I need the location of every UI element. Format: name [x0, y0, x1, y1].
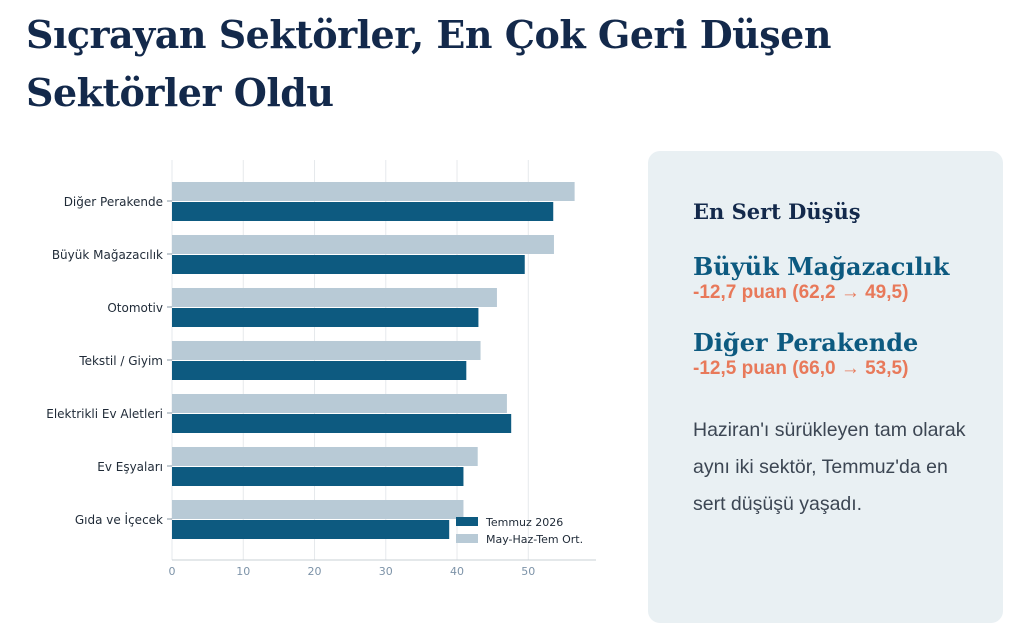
bar-average [172, 235, 554, 254]
category-label: Ev Eşyaları [97, 460, 163, 474]
category-label: Diğer Perakende [64, 195, 163, 209]
x-tick-label: 50 [521, 565, 535, 578]
legend-swatch-current [456, 517, 478, 526]
card-heading: En Sert Düşüş [693, 199, 861, 224]
page-title: Sıçrayan Sektörler, En Çok Geri Düşen Se… [26, 12, 831, 115]
drop-item: Büyük Mağazacılık -12,7 puan (62,2 → 49,… [693, 252, 983, 304]
drop-sector-name: Büyük Mağazacılık [693, 252, 950, 281]
bar-current [172, 361, 467, 380]
x-tick-label: 10 [236, 565, 250, 578]
bar-average [172, 288, 497, 307]
bar-current [172, 414, 512, 433]
bar-current [172, 255, 525, 274]
bar-average [172, 341, 481, 360]
bar-current [172, 467, 464, 486]
bar-average [172, 182, 575, 201]
x-tick-label: 40 [450, 565, 464, 578]
bar-current [172, 308, 479, 327]
x-tick-label: 0 [169, 565, 176, 578]
legend-label-average: May-Haz-Tem Ort. [486, 533, 583, 546]
legend-label-current: Temmuz 2026 [485, 516, 563, 529]
drop-sector-name: Diğer Perakende [693, 328, 919, 357]
legend-swatch-average [456, 534, 478, 543]
drop-item: Diğer Perakende -12,5 puan (66,0 → 53,5) [693, 328, 983, 380]
card-description: Haziran'ı sürükleyen tam olarak aynı iki… [693, 419, 966, 515]
bar-average [172, 394, 507, 413]
category-label: Gıda ve İçecek [75, 512, 163, 527]
category-label: Elektrikli Ev Aletleri [46, 407, 163, 421]
bar-average [172, 447, 478, 466]
x-tick-label: 20 [308, 565, 322, 578]
category-label: Tekstil / Giyim [78, 354, 163, 368]
drop-change-value: -12,7 puan (62,2 → 49,5) [693, 282, 909, 303]
bar-average [172, 500, 464, 519]
category-label: Büyük Mağazacılık [52, 248, 163, 262]
drop-change-value: -12,5 puan (66,0 → 53,5) [693, 358, 909, 379]
bar-chart: Diğer Perakende Büyük Mağazacılık Otomotiv… [46, 160, 596, 578]
bar-current [172, 520, 450, 539]
category-label: Otomotiv [107, 301, 163, 315]
info-card: En Sert Düşüş Büyük Mağazacılık -12,7 pu… [648, 151, 1003, 623]
x-tick-label: 30 [379, 565, 393, 578]
bar-current [172, 202, 554, 221]
